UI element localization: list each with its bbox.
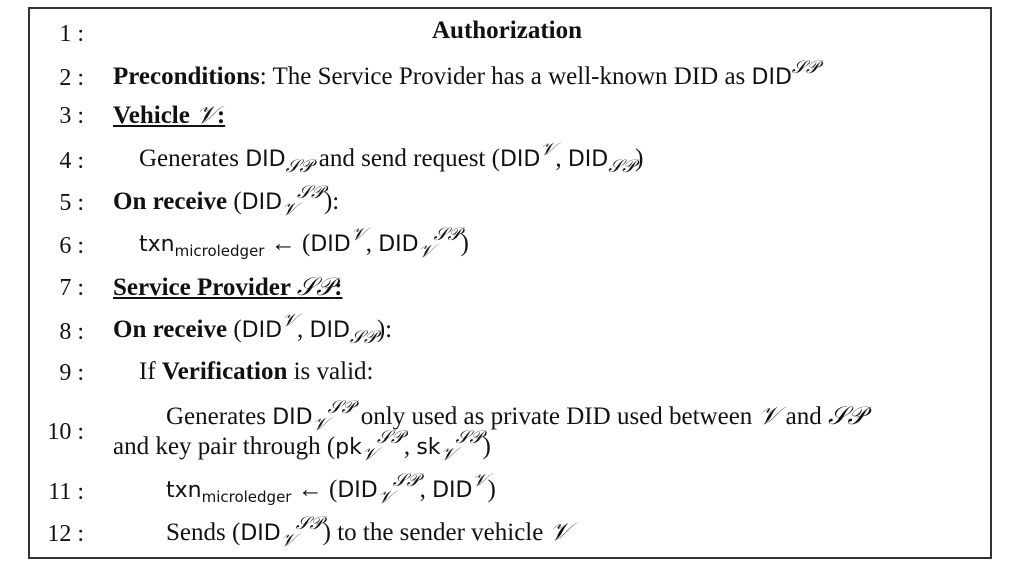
line-number-11: 11 :: [48, 479, 84, 505]
line-number-7: 7 :: [59, 275, 84, 301]
line-number-6: 6 :: [59, 233, 84, 259]
line-number-1: 1 :: [59, 21, 84, 47]
algorithm-box: [28, 7, 992, 559]
line-number-3: 3 :: [59, 103, 84, 129]
line-12-sends: Sends (DID𝒱𝒮𝒫) to the sender vehicle 𝒱: [166, 512, 571, 552]
line-9-verification: If Verification is valid:: [139, 358, 374, 385]
line-5-on-receive: On receive (DID𝒱𝒮𝒫):: [113, 181, 340, 221]
line-10-generates: Generates DID𝒱𝒮𝒫 only used as private DI…: [166, 396, 866, 436]
line-number-9: 9 :: [59, 360, 84, 386]
line-number-4: 4 :: [59, 148, 84, 174]
line-4-generates: Generates DID𝒮𝒫 and send request (DID𝒱, …: [139, 138, 644, 178]
line-10-keypair: and key pair through (pk𝒱𝒮𝒫, sk𝒱𝒮𝒫): [113, 426, 491, 466]
line-3-vehicle-heading: Vehicle 𝒱:: [113, 100, 226, 129]
line-2-preconditions: Preconditions: The Service Provider has …: [113, 56, 819, 90]
line-8-on-receive: On receive (DID𝒱, DID𝒮𝒫):: [113, 309, 393, 349]
line-number-8: 8 :: [59, 319, 84, 345]
line-11-txn: txnmicroledger ← (DID𝒱𝒮𝒫, DID𝒱): [166, 469, 496, 509]
line-number-12: 12 :: [47, 521, 84, 547]
line-7-service-provider-heading: Service Provider 𝒮𝒫:: [113, 272, 343, 301]
algorithm-title: Authorization: [432, 17, 582, 44]
line-number-10: 10 :: [47, 419, 84, 445]
line-number-2: 2 :: [59, 65, 84, 91]
line-6-txn: txnmicroledger ← (DID𝒱, DID𝒱𝒮𝒫): [139, 223, 469, 263]
line-number-5: 5 :: [59, 190, 84, 216]
